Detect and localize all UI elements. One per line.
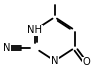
Text: NH: NH [27,25,43,35]
Text: N: N [2,43,10,53]
Text: N: N [51,56,59,66]
Text: O: O [82,57,90,67]
